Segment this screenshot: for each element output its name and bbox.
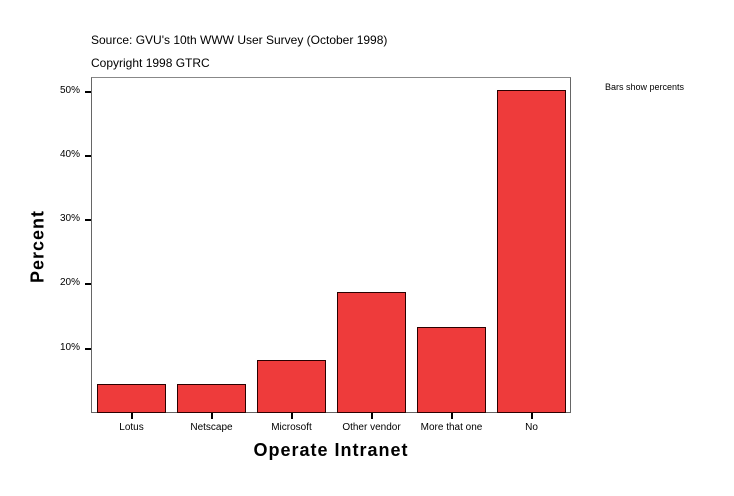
y-tick-label: 50%	[59, 85, 80, 96]
y-tick-label: 40%	[59, 149, 80, 160]
x-tick	[370, 413, 373, 419]
y-tick	[85, 283, 91, 285]
bar-lotus	[97, 384, 166, 413]
bar-netscape	[177, 384, 246, 413]
bar-other-vendor	[337, 292, 406, 413]
bar-no	[497, 90, 566, 413]
y-tick-label: 30%	[59, 213, 80, 224]
x-tick-label: Lotus	[119, 422, 144, 433]
x-tick	[290, 413, 293, 419]
y-tick	[85, 219, 91, 221]
source-caption: Source: GVU's 10th WWW User Survey (Octo…	[91, 33, 388, 47]
x-tick	[210, 413, 213, 419]
plot-frame	[91, 77, 571, 413]
copyright-caption: Copyright 1998 GTRC	[91, 56, 210, 70]
x-axis-title: Operate Intranet	[253, 440, 409, 460]
x-tick	[450, 413, 453, 419]
x-tick-label: Microsoft	[271, 422, 312, 433]
y-tick	[85, 91, 91, 93]
y-tick	[85, 348, 91, 350]
bar-microsoft	[257, 360, 326, 413]
x-tick	[530, 413, 533, 419]
y-tick-label: 10%	[59, 342, 80, 353]
bar-more-that-one	[417, 327, 486, 413]
y-tick	[85, 155, 91, 157]
bars-note: Bars show percents	[605, 82, 685, 92]
x-tick-label: Other vendor	[342, 422, 401, 433]
y-axis-title: Percent	[27, 209, 48, 284]
x-tick-label: More that one	[420, 422, 483, 433]
x-tick-label: No	[525, 422, 538, 433]
y-tick-label: 20%	[59, 277, 80, 288]
x-tick	[130, 413, 133, 419]
x-tick-label: Netscape	[190, 422, 233, 433]
